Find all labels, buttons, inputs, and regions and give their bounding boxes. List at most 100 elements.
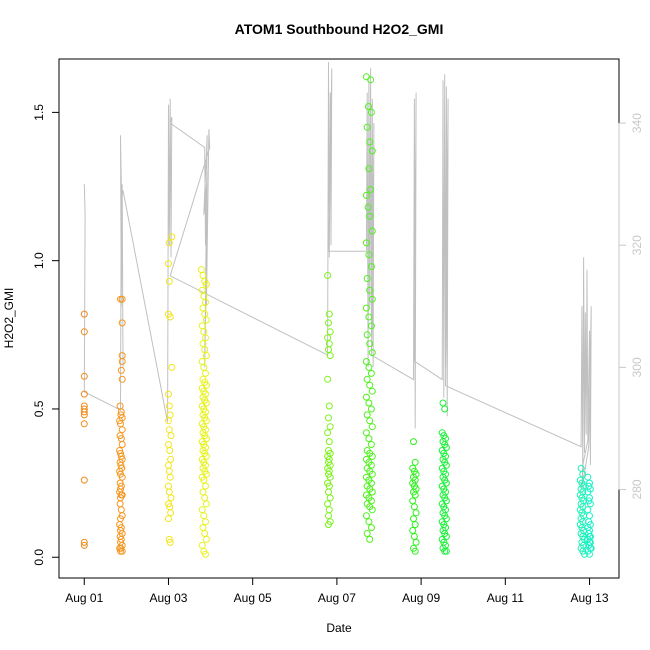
data-point: [365, 313, 373, 321]
x-tick-label: Aug 13: [571, 591, 609, 605]
line-series: [83, 62, 592, 490]
data-point: [365, 363, 373, 371]
data-point: [198, 322, 206, 330]
data-point: [368, 295, 376, 303]
data-point: [116, 417, 124, 425]
data-point: [167, 455, 175, 463]
data-point: [325, 438, 333, 446]
y2-tick-label: 340: [630, 113, 644, 133]
data-point: [202, 369, 209, 377]
data-point: [579, 470, 587, 478]
data-point: [165, 260, 172, 268]
data-point: [365, 251, 373, 259]
data-point: [325, 506, 333, 514]
data-point: [366, 212, 374, 220]
data-point: [198, 541, 206, 549]
data-point: [368, 452, 376, 460]
data-point: [365, 399, 373, 407]
data-point: [197, 266, 205, 274]
data-point: [166, 447, 174, 454]
data-point: [80, 420, 88, 428]
data-point: [366, 535, 374, 543]
data-point: [165, 390, 172, 398]
data-point: [201, 530, 209, 537]
data-point: [363, 123, 371, 131]
data-point: [165, 426, 173, 434]
data-point: [325, 414, 332, 422]
data-point: [165, 239, 173, 247]
data-point: [201, 494, 209, 502]
data-point: [199, 272, 207, 279]
data-point: [165, 488, 173, 496]
data-point: [117, 506, 125, 514]
data-point: [363, 411, 371, 419]
data-point: [367, 186, 375, 193]
y-tick-label: 1.5: [32, 104, 46, 121]
data-point: [367, 405, 375, 413]
data-point: [165, 467, 173, 475]
data-point: [202, 518, 209, 526]
data-point: [326, 494, 334, 502]
data-point: [202, 482, 209, 490]
data-point: [365, 165, 373, 173]
data-point: [326, 473, 334, 481]
data-point: [325, 310, 333, 318]
data-point: [325, 319, 332, 327]
data-point: [362, 239, 370, 247]
plot-frame: [58, 58, 620, 579]
data-point: [324, 500, 332, 508]
data-point: [409, 497, 417, 505]
data-point: [165, 461, 172, 469]
data-point: [411, 491, 419, 499]
data-point: [202, 352, 210, 360]
data-point: [362, 429, 370, 437]
data-point: [367, 524, 375, 532]
data-point: [325, 402, 333, 410]
data-point: [366, 417, 374, 425]
x-tick-label: Aug 07: [318, 591, 356, 605]
chart-title: ATOM1 Southbound H2O2_GMI: [235, 21, 444, 37]
data-point: [80, 476, 88, 484]
data-point: [409, 527, 417, 534]
y2-tick-label: 280: [630, 479, 644, 499]
data-point: [167, 509, 175, 517]
data-point: [165, 515, 172, 523]
y-axis: 0.0 0.5 1.0 1.5: [32, 104, 60, 566]
y-tick-label: 0.5: [32, 400, 46, 417]
data-point: [118, 319, 126, 327]
data-point: [118, 375, 126, 383]
data-point: [80, 411, 88, 419]
data-point: [202, 298, 209, 306]
data-point: [366, 138, 374, 146]
line-series-path: [83, 62, 592, 490]
data-point: [118, 295, 126, 303]
data-point: [363, 275, 371, 282]
x-axis: Aug 01 Aug 03 Aug 05 Aug 07 Aug 09 Aug 11 Aug …: [65, 577, 609, 605]
y-tick-label: 1.0: [32, 252, 46, 269]
data-point: [362, 73, 370, 81]
data-point: [411, 547, 419, 555]
data-point: [80, 372, 88, 380]
data-point: [80, 541, 88, 549]
data-point: [586, 550, 593, 558]
data-point: [165, 441, 172, 448]
data-point: [166, 538, 174, 546]
data-point: [165, 277, 173, 285]
data-point: [198, 506, 206, 514]
data-point: [202, 535, 210, 543]
data-point: [165, 417, 172, 425]
data-point: [363, 331, 371, 339]
data-point: [368, 488, 376, 496]
data-point: [368, 147, 376, 155]
data-point: [80, 310, 88, 318]
data-point: [202, 334, 209, 342]
data-point: [368, 227, 376, 235]
data-point: [118, 441, 126, 448]
data-point: [439, 399, 447, 407]
data-point: [80, 390, 88, 398]
data-point: [80, 328, 88, 336]
data-point: [363, 375, 371, 383]
data-point: [117, 547, 124, 555]
x-tick-label: Aug 05: [234, 591, 272, 605]
